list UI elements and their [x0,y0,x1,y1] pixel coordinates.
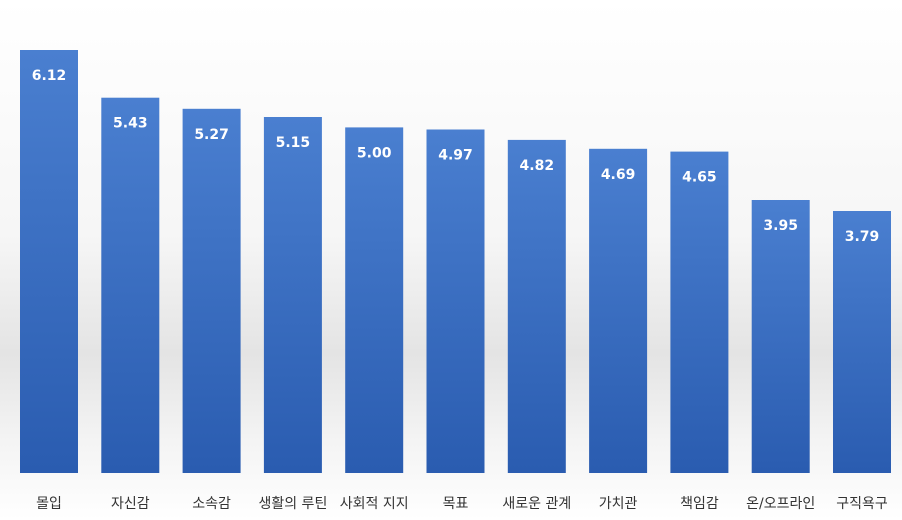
bars-group [20,50,891,474]
value-label-4: 5.00 [357,145,392,161]
value-labels-group: 6.12 5.43 5.27 5.15 5.00 4.97 4.82 4.69 4.65 3.95… [32,68,880,245]
bar-0 [20,50,78,473]
value-label-1: 5.43 [113,116,148,132]
value-label-3: 5.15 [276,135,311,151]
category-label-7: 가치관 [599,496,638,512]
value-label-2: 5.27 [194,127,229,143]
bar-6 [507,139,566,473]
value-label-8: 4.65 [682,170,717,186]
value-label-10: 3.79 [845,229,880,245]
bar-7 [589,148,648,474]
bar-9 [751,200,810,473]
category-label-2: 소속감 [192,496,231,512]
bar-3 [263,117,322,473]
value-label-0: 6.12 [32,68,67,84]
bar-2 [182,108,241,474]
bar-10 [833,211,891,473]
category-label-5: 목표 [443,496,469,512]
category-label-6: 새로운 관계 [502,496,571,512]
category-labels-group: 몰입 자신감 소속감 생활의 루틴 사회적 지지 목표 새로운 관계 가치관 책임감 온/오프라인… [36,496,888,512]
category-label-4: 사회적 지지 [340,496,409,512]
bar-4 [345,127,404,474]
category-label-9: 온/오프라인 [746,496,815,512]
category-label-0: 몰입 [36,496,62,512]
bar-8 [670,151,729,473]
category-label-10: 구직욕구 [836,496,888,512]
category-label-3: 생활의 루틴 [258,496,327,512]
bar-1 [101,97,160,473]
value-label-9: 3.95 [763,218,798,234]
bar-5 [426,129,485,473]
value-label-7: 4.69 [601,167,636,183]
value-label-6: 4.82 [520,158,555,174]
category-label-1: 자신감 [111,496,150,512]
category-label-8: 책임감 [680,496,719,512]
value-label-5: 4.97 [438,148,473,164]
